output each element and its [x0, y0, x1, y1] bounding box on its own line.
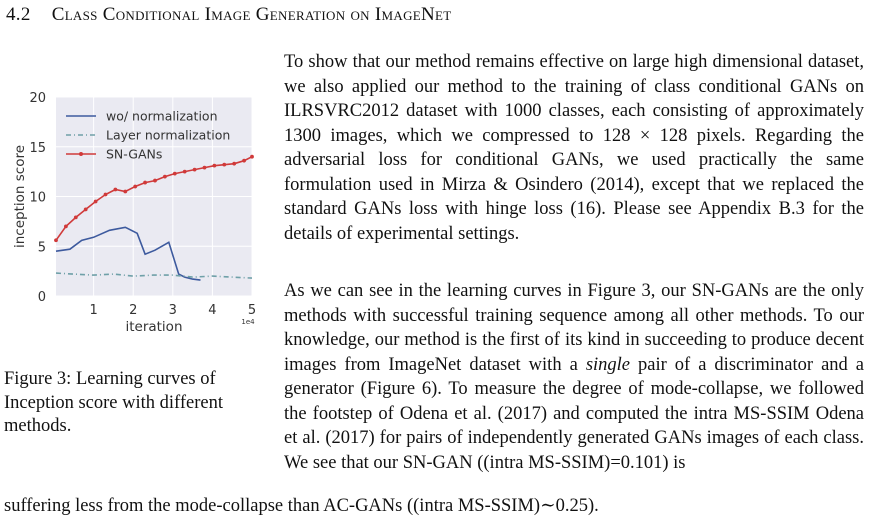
x-tick-label: 2 — [129, 303, 137, 318]
series-point — [232, 161, 237, 166]
x-tick-label: 1 — [89, 303, 97, 318]
paragraph-2: As we can see in the learning curves in … — [284, 279, 864, 475]
series-point — [222, 162, 227, 167]
series-point — [103, 192, 108, 197]
series-line-2 — [55, 272, 253, 279]
series-point — [212, 163, 217, 168]
series-point — [182, 169, 187, 174]
y-axis-label: inception score — [12, 145, 28, 248]
series-point — [172, 171, 177, 176]
inception-score-chart: 0 5 10 15 20 1 2 3 4 5 iteration 1e4 inception score… — [12, 91, 256, 335]
x-axis-label: iteration — [125, 319, 182, 335]
series-point — [83, 207, 88, 212]
series-point — [54, 238, 58, 243]
series-point — [73, 215, 78, 220]
series-point — [242, 158, 246, 163]
paragraph-2-emphasis: single — [585, 354, 631, 375]
series-point — [93, 199, 98, 204]
y-tick-label: 15 — [29, 141, 46, 156]
legend-label: Layer normalization — [106, 128, 230, 143]
series-point — [162, 174, 167, 179]
x-tick-label: 4 — [208, 303, 216, 318]
y-tick-label: 0 — [38, 290, 46, 305]
x-tick-label: 3 — [169, 303, 177, 318]
legend-marker — [79, 152, 83, 156]
paragraph-2-tail: suffering less from the mode-collapse th… — [4, 496, 599, 516]
series-point — [192, 167, 197, 172]
legend-label: SN-GANs — [106, 147, 162, 162]
series-point — [143, 180, 147, 185]
series-point — [153, 178, 157, 183]
series-point — [202, 165, 207, 170]
series-point — [250, 154, 254, 159]
x-axis-exponent: 1e4 — [241, 318, 255, 326]
section-number: 4.2 — [6, 4, 31, 25]
paragraph-1: To show that our method remains effectiv… — [284, 52, 864, 244]
legend-label: wo/ normalization — [106, 109, 218, 124]
y-tick-label: 5 — [38, 240, 46, 255]
series-point — [113, 187, 118, 192]
series-point — [123, 189, 128, 194]
figure-3: 0 5 10 15 20 1 2 3 4 5 iteration 1e4 inception score… — [0, 80, 275, 345]
paragraph-2-part-a: As we can see in the learning curves in … — [284, 281, 864, 375]
y-tick-label: 10 — [29, 191, 46, 206]
series-point — [133, 184, 138, 189]
figure-caption: Figure 3: Learning curves of Inception s… — [4, 369, 224, 436]
series-point — [63, 224, 68, 229]
section-heading: 4.2 Class Conditional Image Generation o… — [6, 4, 452, 26]
y-tick-label: 20 — [29, 91, 46, 106]
paragraph-2-part-b: pair of a discriminator and a generator … — [284, 354, 865, 473]
section-title: Class Conditional Image Generation on Im… — [51, 4, 452, 25]
x-tick-label: 5 — [248, 303, 256, 318]
